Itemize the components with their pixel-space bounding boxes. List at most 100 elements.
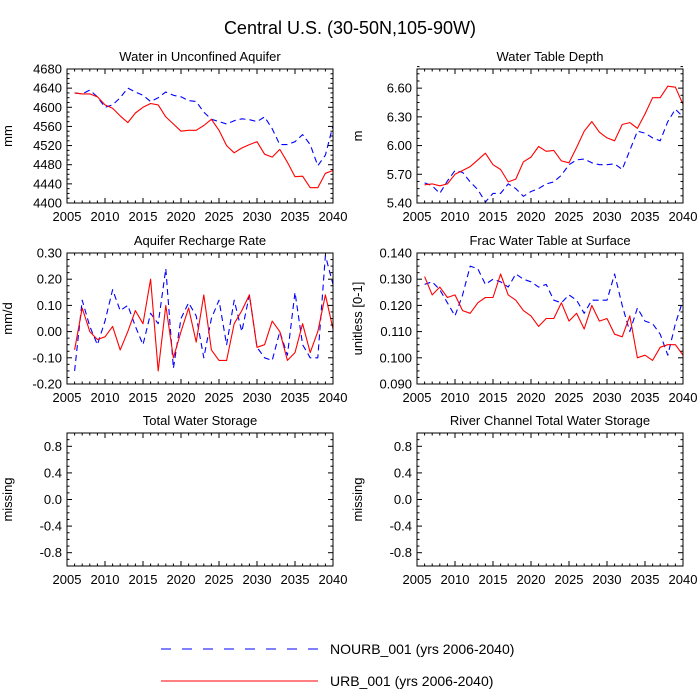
x-tick-label: 2025	[555, 572, 584, 587]
y-tick-label: 4480	[33, 157, 62, 172]
y-tick-label: 0.8	[394, 439, 412, 454]
panel-title: Water Table Depth	[497, 49, 604, 64]
x-tick-label: 2010	[441, 209, 470, 224]
x-tick-label: 2020	[167, 209, 196, 224]
y-tick-label: 4440	[33, 176, 62, 191]
y-tick-label: 4560	[33, 119, 62, 134]
y-tick-label: 4520	[33, 138, 62, 153]
x-tick-label: 2030	[593, 390, 622, 405]
x-tick-label: 2010	[91, 209, 120, 224]
x-tick-label: 2015	[129, 209, 158, 224]
x-tick-label: 2015	[129, 390, 158, 405]
x-tick-label: 2020	[167, 572, 196, 587]
plot-frame	[66, 68, 334, 204]
y-tick-label: 0.110	[380, 324, 412, 339]
x-tick-label: 2025	[555, 390, 584, 405]
panel-title: River Channel Total Water Storage	[450, 413, 650, 428]
x-tick-label: 2035	[281, 209, 310, 224]
y-tick-label: 0.090	[379, 377, 412, 392]
x-tick-label: 2005	[403, 572, 432, 587]
legend-label-urb: URB_001 (yrs 2006-2040)	[330, 673, 493, 689]
x-tick-label: 2030	[243, 572, 272, 587]
x-tick-label: 2005	[53, 209, 82, 224]
x-tick-label: 2005	[403, 209, 432, 224]
x-tick-label: 2015	[129, 572, 158, 587]
x-tick-label: 2020	[517, 572, 546, 587]
series-line-nourb	[424, 108, 684, 203]
y-tick-label: 0.130	[379, 272, 412, 287]
series-line-urb	[424, 273, 684, 361]
x-tick-label: 2035	[281, 390, 310, 405]
panel-frac-water-table-at-surface: Frac Water Table at Surface unitless [0-1…	[350, 233, 697, 405]
y-tick-label: -0.8	[40, 545, 62, 560]
legend-label-nourb: NOURB_001 (yrs 2006-2040)	[330, 641, 514, 657]
plot-frame	[416, 68, 684, 204]
panel-title: Aquifer Recharge Rate	[134, 233, 266, 248]
series-line-nourb	[74, 255, 334, 371]
y-tick-label: 0.00	[37, 324, 62, 339]
y-tick-label: 0.100	[379, 350, 412, 365]
x-tick-label: 2015	[479, 572, 508, 587]
x-tick-label: 2020	[517, 390, 546, 405]
x-tick-label: 2010	[91, 572, 120, 587]
y-tick-label: 0.0	[394, 492, 412, 507]
y-tick-label: 5.40	[387, 196, 412, 211]
x-tick-label: 2020	[167, 390, 196, 405]
panel-river-channel-total-water-storage: River Channel Total Water Storage missing…	[350, 413, 697, 587]
y-tick-label: 0.20	[37, 272, 62, 287]
y-tick-label: 4680	[33, 62, 62, 77]
x-tick-label: 2040	[319, 572, 348, 587]
y-tick-label: 5.70	[387, 167, 412, 182]
y-tick-label: 0.140	[379, 246, 412, 261]
y-axis-label: missing	[0, 477, 15, 521]
x-tick-label: 2035	[631, 209, 660, 224]
x-tick-label: 2005	[53, 390, 82, 405]
x-tick-label: 2035	[281, 572, 310, 587]
x-tick-label: 2025	[205, 572, 234, 587]
y-tick-label: 0.10	[37, 298, 62, 313]
x-tick-label: 2015	[479, 209, 508, 224]
x-tick-label: 2015	[479, 390, 508, 405]
x-tick-label: 2030	[243, 209, 272, 224]
y-axis-label: mm/d	[0, 302, 15, 335]
x-tick-label: 2025	[205, 209, 234, 224]
panel-title: Frac Water Table at Surface	[469, 233, 630, 248]
y-tick-label: 0.4	[44, 465, 62, 480]
figure-title: Central U.S. (30-50N,105-90W)	[224, 18, 476, 38]
plot-frame	[66, 432, 334, 567]
y-tick-label: 4400	[33, 196, 62, 211]
x-tick-label: 2010	[441, 572, 470, 587]
panel-title: Water in Unconfined Aquifer	[119, 49, 281, 64]
y-tick-label: -0.4	[390, 519, 412, 534]
series-line-urb	[74, 278, 334, 372]
series-line-nourb	[74, 87, 334, 167]
y-tick-label: 4640	[33, 81, 62, 96]
y-tick-label: -0.10	[32, 350, 62, 365]
panels: Water in Unconfined Aquifer mm 2005 2010 201…	[0, 49, 697, 587]
y-tick-label: 6.60	[387, 81, 412, 96]
y-tick-label: 0.120	[379, 298, 412, 313]
y-tick-label: -0.20	[32, 377, 62, 392]
y-tick-label: -0.4	[40, 519, 62, 534]
y-tick-label: 0.30	[37, 246, 62, 261]
x-tick-label: 2010	[91, 390, 120, 405]
y-tick-label: 0.8	[44, 439, 62, 454]
x-tick-label: 2005	[403, 390, 432, 405]
y-tick-label: 6.30	[387, 109, 412, 124]
panel-aquifer-recharge-rate: Aquifer Recharge Rate mm/d 2005 2010 2015 202…	[0, 233, 347, 405]
x-tick-label: 2030	[593, 572, 622, 587]
panel-total-water-storage: Total Water Storage missing 2005 2010 2015 20…	[0, 413, 347, 587]
plot-frame	[416, 432, 684, 567]
x-tick-label: 2030	[593, 209, 622, 224]
x-tick-label: 2040	[669, 209, 698, 224]
y-tick-label: 0.4	[394, 465, 412, 480]
series-line-urb	[424, 85, 684, 187]
panel-water-in-unconfined-aquifer: Water in Unconfined Aquifer mm 2005 2010 201…	[0, 49, 347, 224]
y-axis-label: missing	[350, 477, 365, 521]
series-line-urb	[74, 92, 334, 189]
x-tick-label: 2040	[669, 390, 698, 405]
x-tick-label: 2040	[319, 390, 348, 405]
x-tick-label: 2010	[441, 390, 470, 405]
y-axis-label: m	[350, 131, 365, 142]
